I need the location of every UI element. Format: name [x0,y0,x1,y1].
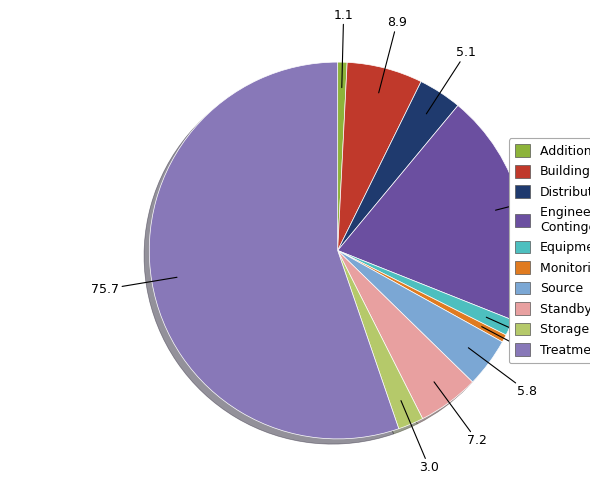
Legend: Additional Fire Pumps, Building, Distribution, Engineering &
Contingencies, Equi: Additional Fire Pumps, Building, Distrib… [509,138,590,363]
Wedge shape [337,250,506,342]
Text: 7.2: 7.2 [434,382,487,447]
Text: 5.8: 5.8 [468,348,536,398]
Text: 27.4: 27.4 [496,186,580,210]
Text: 3.0: 3.0 [401,401,439,474]
Text: 5.1: 5.1 [427,47,476,114]
Wedge shape [337,106,526,320]
Wedge shape [337,250,473,419]
Text: 1.1: 1.1 [334,9,353,88]
Wedge shape [337,250,503,382]
Text: 8.9: 8.9 [379,16,407,93]
Wedge shape [337,62,347,250]
Text: 0.9: 0.9 [481,327,556,367]
Text: 75.7: 75.7 [91,277,177,296]
Wedge shape [337,250,422,429]
Text: 1.9: 1.9 [486,317,562,353]
Wedge shape [149,62,399,439]
Wedge shape [337,62,421,250]
Wedge shape [337,250,513,335]
Wedge shape [337,82,458,250]
